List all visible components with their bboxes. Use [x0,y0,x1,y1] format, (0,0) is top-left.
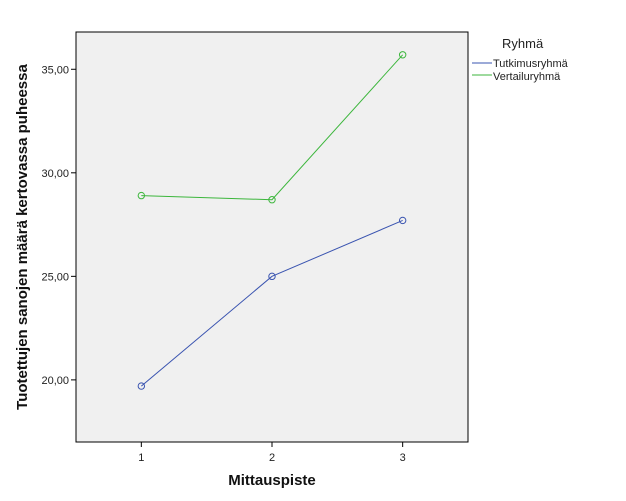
series-line [141,219,403,387]
y-tick-label: 30,00 [41,168,69,180]
x-tick-label: 1 [138,452,144,464]
data-point [268,196,276,204]
series-line [141,54,404,201]
data-point [137,191,146,200]
y-axis-title: Tuotettujen sanojen määrä kertovassa puh… [14,64,31,410]
data-point [398,216,407,225]
data-point [398,51,407,59]
y-tick-label: 25,00 [41,271,69,283]
legend-title: Ryhmä [502,36,544,51]
y-axis: 20,00 25,00 30,00 35,00 [41,64,76,387]
x-tick-label: 2 [269,452,275,464]
legend: Ryhmä Tutkimusryhmä Vertailuryhmä [472,36,569,83]
legend-label-vertailuryhma: Vertailuryhmä [493,71,561,83]
data-point [137,382,146,390]
x-tick-label: 3 [400,452,406,464]
series-layer [137,51,407,390]
legend-label-tutkimusryhma: Tutkimusryhmä [493,58,569,70]
x-axis: 1 2 3 [138,442,406,464]
y-tick-label: 35,00 [41,64,69,76]
x-axis-title: Mittauspiste [228,472,316,489]
data-point [268,272,276,281]
plot-area [75,31,469,443]
y-tick-label: 20,00 [41,375,69,387]
